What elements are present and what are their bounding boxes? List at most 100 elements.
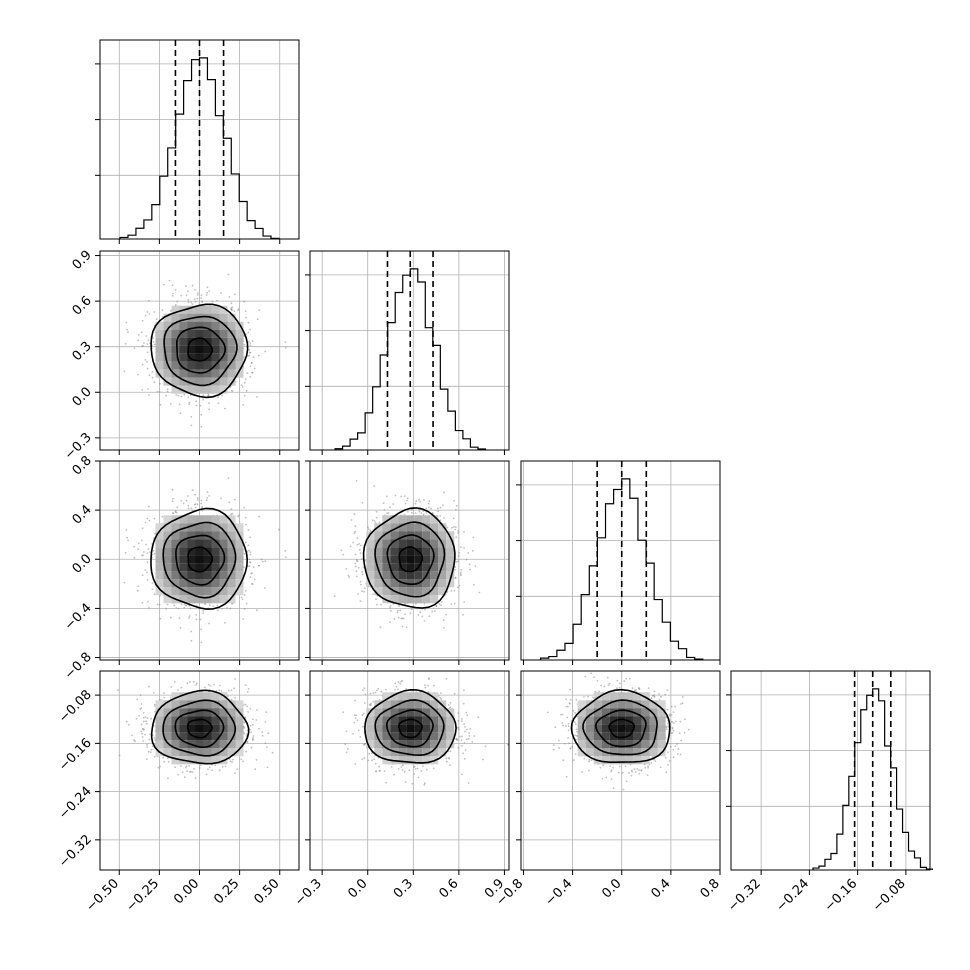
scatter-point	[452, 526, 455, 528]
scatter-point	[241, 386, 244, 388]
density-cell	[203, 555, 212, 564]
scatter-point	[243, 381, 246, 384]
scatter-point	[245, 523, 247, 526]
scatter-point	[249, 365, 252, 368]
density-cell	[438, 579, 447, 588]
scatter-point	[174, 511, 177, 513]
density-cell	[235, 345, 244, 354]
scatter-point	[141, 574, 144, 577]
scatter-point	[231, 306, 234, 309]
scatter-point	[258, 564, 261, 567]
scatter-point	[373, 520, 376, 522]
scatter-point	[442, 627, 445, 629]
scatter-point	[205, 294, 208, 296]
scatter-point	[438, 603, 441, 605]
scatter-point	[396, 611, 399, 614]
scatter-point	[221, 394, 223, 397]
density-cell	[171, 321, 180, 330]
scatter-point	[131, 734, 133, 737]
scatter-point	[363, 590, 366, 593]
scatter-point	[247, 355, 249, 357]
scatter-point	[217, 396, 220, 398]
scatter-point	[361, 573, 364, 576]
scatter-point	[199, 764, 202, 767]
scatter-point	[230, 308, 233, 311]
scatter-point	[249, 328, 252, 331]
density-cell	[155, 539, 164, 548]
scatter-point	[124, 551, 127, 554]
scatter-point	[180, 395, 183, 398]
scatter-point	[473, 583, 475, 586]
density-cell	[422, 515, 431, 524]
histogram-panel	[305, 250, 510, 455]
scatter-point	[420, 512, 423, 514]
density-cell	[163, 353, 172, 362]
scatter-point	[171, 295, 174, 297]
scatter-point	[178, 403, 181, 406]
scatter-point	[382, 502, 385, 504]
scatter-point	[146, 517, 149, 520]
scatter-point	[218, 769, 221, 772]
scatter-point	[375, 516, 378, 519]
scatter-point	[439, 515, 442, 517]
scatter-point	[126, 536, 128, 539]
scatter-point	[185, 604, 187, 607]
scatter-point	[161, 309, 164, 312]
density-cell	[155, 563, 164, 572]
density-cell	[366, 555, 375, 564]
scatter-point	[166, 388, 169, 391]
scatter-point	[433, 610, 436, 612]
scatter-point	[358, 548, 361, 551]
scatter-point	[173, 604, 176, 607]
scatter-point	[414, 512, 417, 514]
density-cell	[211, 305, 220, 314]
density-cell	[195, 587, 204, 596]
scatter-point	[437, 510, 440, 513]
density-cell	[235, 337, 244, 346]
scatter-point	[394, 494, 397, 497]
scatter-point	[427, 502, 430, 505]
scatter-point	[133, 556, 136, 559]
scatter-point	[180, 294, 183, 297]
scatter-point	[146, 343, 149, 345]
scatter-point	[200, 294, 203, 297]
scatter-point	[469, 568, 471, 571]
scatter-point	[167, 777, 169, 780]
scatter-point	[191, 489, 194, 492]
scatter-point	[419, 500, 422, 503]
density-cell	[195, 539, 204, 548]
scatter-point	[264, 721, 267, 723]
scatter-point	[414, 502, 417, 505]
scatter-point	[251, 340, 254, 342]
scatter-point	[182, 502, 185, 505]
density-cell	[179, 353, 188, 362]
scatter-point	[405, 626, 408, 628]
density-cell	[179, 547, 188, 556]
scatter-point	[421, 615, 424, 618]
scatter-point	[127, 539, 129, 542]
scatter-point	[181, 771, 184, 774]
density-cell	[195, 345, 204, 354]
density-cell	[235, 563, 244, 572]
density-cell	[390, 531, 399, 540]
scatter-point	[137, 339, 140, 342]
scatter-point	[354, 530, 357, 533]
scatter-point	[146, 311, 149, 313]
scatter-point	[226, 607, 228, 609]
scatter-point	[177, 607, 180, 610]
scatter-point	[354, 553, 357, 556]
density-cell	[155, 547, 164, 556]
scatter-point	[137, 548, 140, 550]
scatter-point	[242, 760, 244, 763]
scatter-point	[244, 378, 247, 380]
density-cell	[235, 361, 244, 370]
density-cell	[171, 361, 180, 370]
scatter-point	[240, 384, 243, 386]
density-cell	[155, 361, 164, 370]
scatter-point	[162, 756, 165, 759]
y-tick-label: 0.0	[70, 551, 95, 576]
scatter-point	[187, 507, 190, 510]
scatter-point	[187, 301, 190, 304]
scatter-point	[196, 292, 199, 294]
scatter-point	[407, 510, 409, 513]
